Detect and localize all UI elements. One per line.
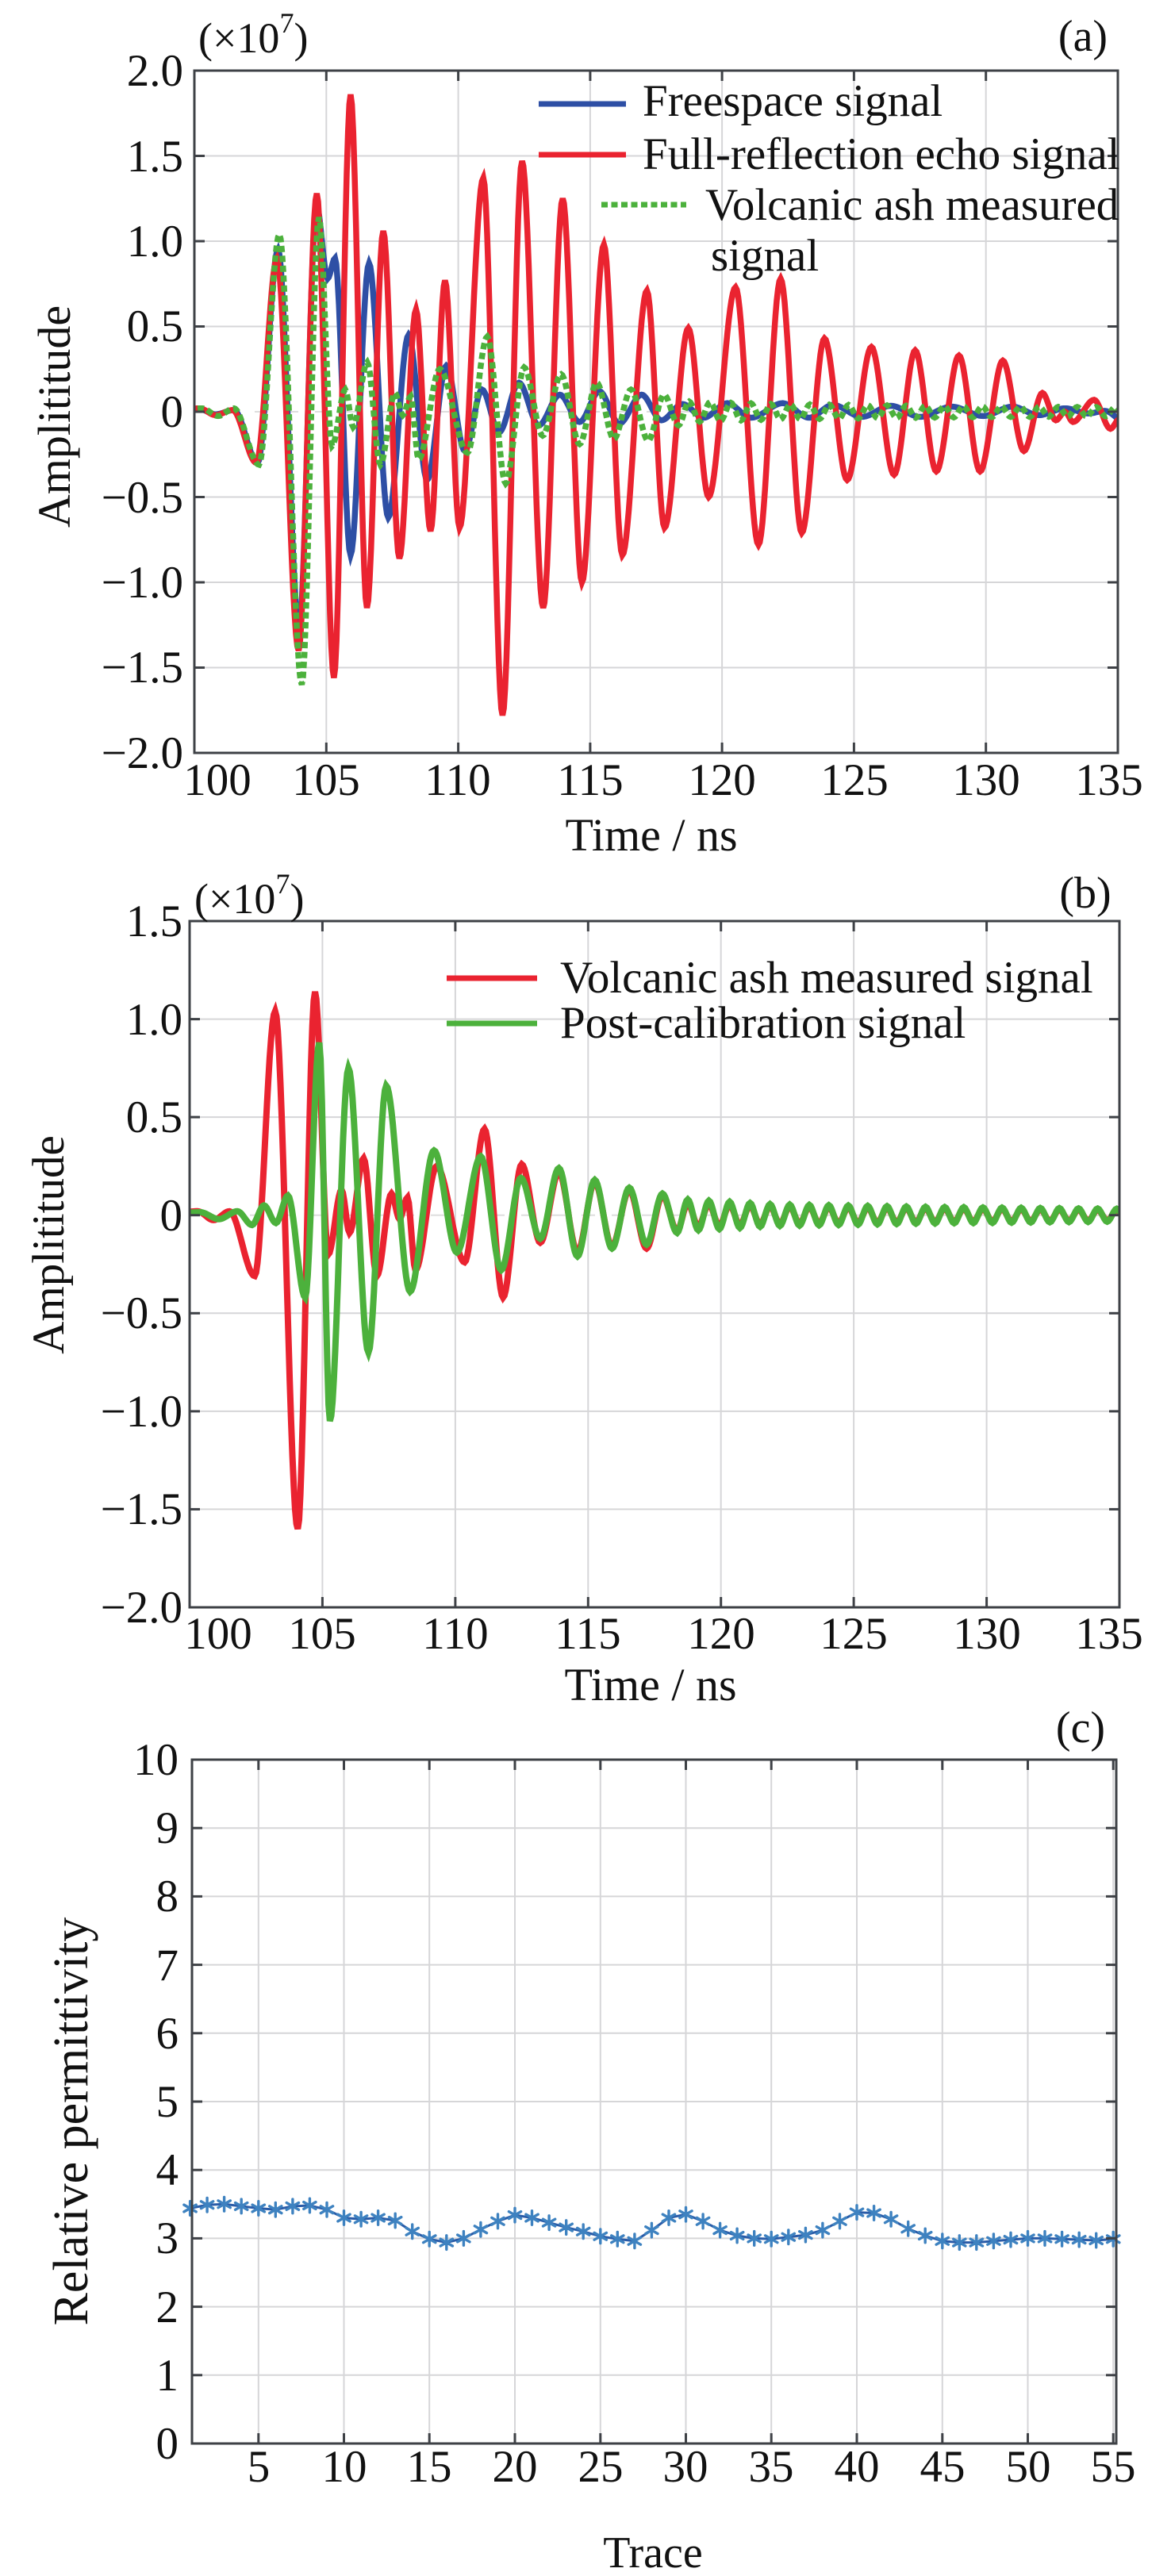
svg-text:Time / ns: Time / ns [564, 1659, 736, 1710]
svg-text:1.0: 1.0 [126, 995, 182, 1045]
svg-text:0: 0 [161, 387, 184, 437]
svg-text:Volcanic ash measured: Volcanic ash measured [705, 180, 1119, 230]
svg-text:110: 110 [422, 1609, 488, 1659]
svg-text:120: 120 [688, 755, 756, 805]
svg-text:−1.5: −1.5 [102, 643, 183, 693]
svg-text:1: 1 [156, 2351, 179, 2401]
svg-text:5: 5 [156, 2077, 179, 2127]
svg-text:115: 115 [557, 755, 623, 805]
svg-text:135: 135 [1075, 1609, 1143, 1659]
svg-text:120: 120 [687, 1609, 755, 1659]
svg-text:Freespace signal: Freespace signal [643, 76, 943, 126]
svg-text:125: 125 [820, 755, 889, 805]
svg-text:130: 130 [952, 755, 1020, 805]
svg-text:Amplititude: Amplititude [29, 305, 80, 528]
svg-text:10: 10 [322, 2442, 367, 2492]
svg-text:55: 55 [1091, 2442, 1136, 2492]
svg-text:9: 9 [156, 1803, 179, 1853]
svg-text:2.0: 2.0 [127, 46, 183, 96]
svg-text:10: 10 [133, 1735, 179, 1785]
svg-text:0: 0 [160, 1191, 183, 1241]
svg-text:7: 7 [156, 1941, 179, 1991]
svg-text:2: 2 [156, 2282, 179, 2332]
svg-text:8: 8 [156, 1872, 179, 1921]
svg-text:110: 110 [424, 755, 490, 805]
svg-text:1.5: 1.5 [127, 132, 183, 182]
svg-text:(a): (a) [1058, 12, 1108, 61]
svg-text:3: 3 [156, 2213, 179, 2263]
svg-text:−1.0: −1.0 [102, 558, 183, 608]
svg-text:135: 135 [1075, 755, 1143, 805]
svg-text:115: 115 [555, 1609, 620, 1659]
svg-text:130: 130 [953, 1609, 1021, 1659]
svg-text:1.0: 1.0 [127, 217, 183, 267]
svg-text:−1.5: −1.5 [101, 1484, 182, 1534]
svg-text:5: 5 [248, 2442, 271, 2492]
svg-text:Time / ns: Time / ns [565, 809, 737, 861]
svg-text:−0.5: −0.5 [101, 1288, 182, 1338]
svg-text:50: 50 [1006, 2442, 1051, 2492]
svg-text:105: 105 [292, 755, 360, 805]
svg-text:105: 105 [288, 1609, 356, 1659]
svg-text:25: 25 [578, 2442, 624, 2492]
svg-text:Relative permittivity: Relative permittivity [44, 1918, 98, 2326]
svg-text:(b): (b) [1059, 869, 1111, 918]
svg-text:−1.0: −1.0 [101, 1387, 182, 1437]
svg-text:30: 30 [663, 2442, 708, 2492]
svg-text:20: 20 [493, 2442, 538, 2492]
svg-text:6: 6 [156, 2009, 179, 2059]
svg-text:−2.0: −2.0 [101, 1583, 182, 1633]
svg-text:100: 100 [183, 755, 251, 805]
svg-text:0.5: 0.5 [127, 301, 183, 351]
svg-text:signal: signal [711, 231, 819, 281]
svg-text:1.5: 1.5 [126, 896, 182, 946]
svg-text:Volcanic ash measured signal: Volcanic ash measured signal [560, 953, 1093, 1003]
svg-text:4: 4 [156, 2145, 179, 2195]
svg-text:−2.0: −2.0 [102, 728, 183, 778]
svg-text:35: 35 [749, 2442, 794, 2492]
svg-text:125: 125 [820, 1609, 888, 1659]
svg-text:0: 0 [156, 2419, 179, 2469]
svg-text:−0.5: −0.5 [102, 473, 183, 523]
svg-text:Amplititude: Amplititude [24, 1135, 74, 1353]
svg-text:Post-calibration signal: Post-calibration signal [560, 998, 966, 1048]
svg-text:100: 100 [184, 1609, 252, 1659]
svg-text:15: 15 [407, 2442, 452, 2492]
svg-text:40: 40 [835, 2442, 880, 2492]
svg-text:45: 45 [920, 2442, 966, 2492]
svg-text:Full-reflection echo signal: Full-reflection echo signal [643, 129, 1119, 179]
svg-text:(c): (c) [1056, 1703, 1105, 1753]
svg-text:0.5: 0.5 [126, 1092, 182, 1142]
svg-text:Trace: Trace [603, 2528, 702, 2572]
